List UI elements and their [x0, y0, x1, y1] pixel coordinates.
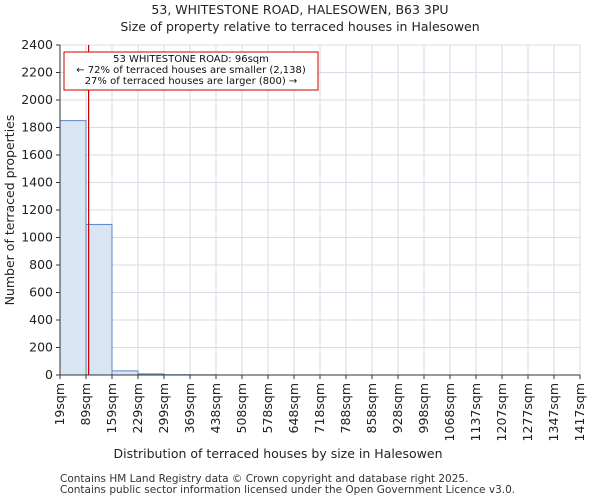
y-tick-label: 1400: [21, 175, 53, 190]
bar: [111, 370, 139, 376]
x-tick-label: 299sqm: [156, 383, 171, 433]
y-tick-label: 1000: [21, 230, 53, 245]
x-tick-label: 648sqm: [286, 383, 301, 433]
y-tick-label: 800: [29, 257, 53, 272]
y-tick-label: 1800: [21, 120, 53, 135]
axes: 0 200 400 600 800 1000 1200 1400 1600 1800 2000 220…: [21, 37, 587, 441]
x-tick-label: 928sqm: [390, 383, 405, 433]
x-tick-label: 508sqm: [234, 383, 249, 433]
y-axis-label: Number of terraced properties: [2, 115, 17, 306]
x-tick-label: 998sqm: [416, 383, 431, 433]
chart-title-address: 53, WHITESTONE ROAD, HALESOWEN, B63 3PU: [151, 2, 449, 17]
x-tick-label: 1277sqm: [520, 383, 535, 441]
annotation-box: 53 WHITESTONE ROAD: 96sqm ← 72% of terra…: [63, 51, 319, 91]
x-tick-label: 1207sqm: [494, 383, 509, 441]
x-tick-label: 19sqm: [52, 383, 67, 426]
grid: [59, 44, 581, 376]
bars: [59, 120, 217, 376]
x-tick-label: 858sqm: [364, 383, 379, 433]
x-axis-label: Distribution of terraced houses by size …: [114, 446, 443, 461]
x-tick-label: 229sqm: [130, 383, 145, 433]
x-tick-label: 788sqm: [338, 383, 353, 433]
x-tick-label: 369sqm: [182, 383, 197, 433]
annotation-line-3: 27% of terraced houses are larger (800) …: [85, 76, 298, 87]
y-tick-label: 2400: [21, 37, 53, 52]
annotation-line-2: ← 72% of terraced houses are smaller (2,…: [76, 65, 306, 76]
y-tick-label: 2200: [21, 65, 53, 80]
annotation-frame: [63, 51, 319, 91]
x-tick-label: 1417sqm: [572, 383, 587, 441]
annotation-line-1: 53 WHITESTONE ROAD: 96sqm: [113, 54, 269, 65]
x-tick-label: 578sqm: [260, 383, 275, 433]
y-tick-label: 600: [29, 285, 53, 300]
x-tick-label: 718sqm: [312, 383, 327, 433]
bar: [85, 223, 113, 376]
bar: [59, 120, 87, 376]
y-tick-label: 0: [45, 367, 53, 382]
x-tick-label: 1137sqm: [468, 383, 483, 441]
x-tick-label: 1347sqm: [546, 383, 561, 441]
x-tick-label: 1068sqm: [442, 383, 457, 441]
footer-copyright: Contains HM Land Registry data © Crown c…: [60, 473, 469, 485]
y-tick-label: 1200: [21, 202, 53, 217]
x-tick-label: 159sqm: [104, 383, 119, 433]
y-tick-label: 200: [29, 340, 53, 355]
y-tick-label: 400: [29, 312, 53, 327]
y-tick-label: 2000: [21, 92, 53, 107]
x-tick-label: 89sqm: [78, 383, 93, 426]
y-tick-label: 1600: [21, 147, 53, 162]
x-tick-label: 438sqm: [208, 383, 223, 433]
chart-title: Size of property relative to terraced ho…: [120, 19, 480, 34]
footer-licence: Contains public sector information licen…: [60, 484, 516, 496]
